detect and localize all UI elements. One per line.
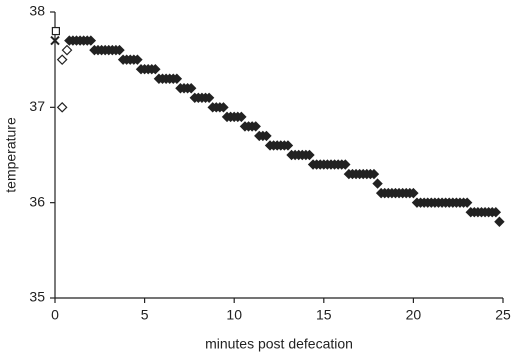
x-axis-title: minutes post defecation bbox=[205, 336, 353, 352]
point bbox=[368, 168, 380, 180]
point bbox=[218, 102, 229, 113]
point bbox=[250, 121, 261, 132]
point bbox=[236, 111, 247, 123]
point bbox=[56, 101, 68, 113]
y-axis-title: temperature bbox=[3, 117, 19, 193]
point bbox=[132, 54, 143, 65]
point bbox=[282, 140, 294, 151]
point bbox=[50, 35, 60, 46]
x-tick-label: 20 bbox=[406, 307, 422, 323]
x-tick-label: 10 bbox=[226, 307, 242, 323]
x-tick-label: 15 bbox=[316, 307, 332, 323]
point bbox=[61, 44, 73, 56]
point bbox=[494, 216, 505, 227]
point bbox=[171, 73, 183, 84]
y-tick-label: 38 bbox=[29, 3, 45, 19]
point bbox=[372, 178, 383, 189]
point bbox=[85, 35, 97, 46]
point bbox=[203, 92, 215, 104]
y-tick-label: 37 bbox=[29, 98, 45, 114]
point bbox=[461, 197, 473, 208]
x-tick-label: 0 bbox=[51, 307, 59, 323]
point bbox=[304, 149, 315, 161]
point bbox=[150, 63, 161, 75]
y-tick-label: 35 bbox=[29, 289, 45, 305]
point bbox=[114, 44, 125, 56]
x-tick-label: 5 bbox=[141, 307, 149, 323]
point bbox=[490, 206, 502, 218]
x-tick-label: 25 bbox=[495, 307, 511, 323]
y-tick-label: 36 bbox=[29, 193, 45, 209]
point bbox=[340, 159, 351, 170]
point bbox=[185, 83, 197, 94]
point bbox=[56, 54, 68, 66]
point bbox=[261, 130, 272, 142]
point bbox=[408, 187, 419, 199]
point bbox=[51, 26, 60, 36]
